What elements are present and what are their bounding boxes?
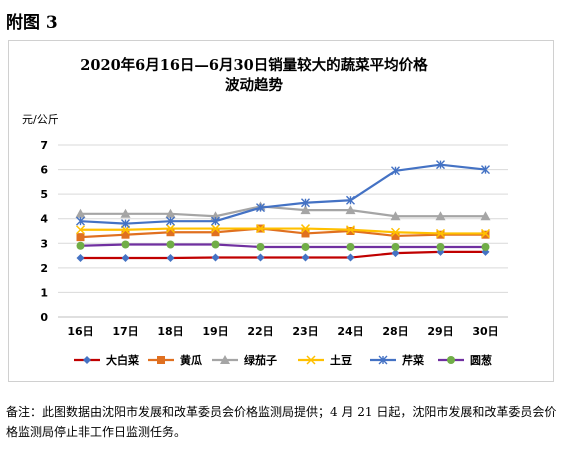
data-point-marker <box>166 216 175 226</box>
data-point-marker <box>210 224 221 234</box>
legend-label: 圆葱 <box>470 353 492 367</box>
chart-title-line: 2020年6月16日—6月30日销量较大的蔬菜平均价格 <box>80 56 428 74</box>
data-point-marker <box>76 254 85 263</box>
data-point-marker <box>378 355 388 365</box>
data-point-marker <box>256 242 265 251</box>
data-point-marker <box>166 228 175 237</box>
chart-title-line: 波动趋势 <box>225 76 283 94</box>
data-point-marker <box>166 254 175 263</box>
legend-label: 绿茄子 <box>244 353 277 367</box>
footnote: 备注：此图数据由沈阳市发展和改革委员会价格监测局提供；4 月 21 日起，沈阳市… <box>6 405 557 439</box>
series-line <box>80 227 486 239</box>
y-axis-unit: 元/公斤 <box>22 113 59 126</box>
data-point-marker <box>76 233 85 242</box>
y-tick-label: 0 <box>40 311 48 324</box>
legend-label: 大白菜 <box>106 353 140 367</box>
data-point-marker <box>256 253 265 262</box>
x-tick-label: 23日 <box>292 325 318 338</box>
data-point-marker <box>391 242 400 251</box>
y-tick-label: 2 <box>40 262 48 275</box>
chart-frame <box>8 40 554 382</box>
data-point-marker <box>165 208 176 218</box>
data-point-marker <box>301 242 310 251</box>
data-point-marker <box>256 203 265 213</box>
data-point-marker <box>301 229 310 238</box>
data-point-marker <box>211 253 220 262</box>
data-point-marker <box>300 224 311 234</box>
data-point-marker <box>211 228 220 237</box>
data-point-marker <box>300 205 311 215</box>
data-point-marker <box>346 253 355 262</box>
data-point-marker <box>447 356 455 364</box>
figure-label: 附图 3 <box>6 13 58 33</box>
y-tick-label: 5 <box>40 188 48 201</box>
y-tick-label: 7 <box>40 139 48 152</box>
data-point-marker <box>255 224 266 234</box>
data-point-marker <box>211 240 220 249</box>
series-line <box>80 250 486 260</box>
data-point-marker <box>436 160 445 170</box>
data-point-marker <box>301 253 310 262</box>
series-line <box>80 227 486 235</box>
data-point-marker <box>121 219 130 229</box>
data-point-marker <box>390 227 401 237</box>
data-point-marker <box>345 205 356 215</box>
data-point-marker <box>76 241 85 250</box>
data-point-marker <box>481 165 490 175</box>
data-point-marker <box>435 228 446 238</box>
legend-label: 芹菜 <box>402 353 425 367</box>
data-point-marker <box>211 216 220 226</box>
data-point-marker <box>83 356 91 364</box>
x-tick-label: 17日 <box>112 325 138 338</box>
data-point-marker <box>75 225 86 235</box>
data-point-marker <box>165 224 176 234</box>
data-point-marker <box>391 249 400 258</box>
data-point-marker <box>481 242 490 251</box>
data-point-marker <box>436 230 445 239</box>
data-point-marker <box>480 211 491 221</box>
y-tick-label: 6 <box>40 164 48 177</box>
data-point-marker <box>391 166 400 176</box>
x-tick-label: 18日 <box>157 325 183 338</box>
data-point-marker <box>436 242 445 251</box>
data-point-marker <box>480 228 491 238</box>
x-tick-label: 29日 <box>427 325 453 338</box>
data-point-marker <box>75 208 86 218</box>
data-point-marker <box>121 230 130 239</box>
data-point-marker <box>481 230 490 239</box>
y-tick-label: 1 <box>40 286 48 299</box>
data-point-marker <box>345 225 356 235</box>
data-point-marker <box>306 355 316 365</box>
series-line <box>80 163 486 225</box>
data-point-marker <box>220 355 230 364</box>
x-tick-label: 24日 <box>337 325 363 338</box>
series-line <box>80 205 486 218</box>
data-point-marker <box>120 208 131 218</box>
series-line <box>80 243 486 249</box>
x-tick-label: 19日 <box>202 325 228 338</box>
data-point-marker <box>121 240 130 249</box>
y-tick-label: 3 <box>40 237 48 250</box>
data-point-marker <box>390 211 401 221</box>
data-point-marker <box>301 198 310 208</box>
x-tick-label: 22日 <box>247 325 273 338</box>
x-tick-label: 28日 <box>382 325 408 338</box>
y-tick-label: 4 <box>40 213 48 226</box>
data-point-marker <box>157 356 165 364</box>
legend-label: 黄瓜 <box>180 353 202 367</box>
data-point-marker <box>435 211 446 221</box>
data-point-marker <box>121 254 130 263</box>
x-tick-label: 30日 <box>472 325 498 338</box>
legend-label: 土豆 <box>330 353 352 367</box>
data-point-marker <box>346 242 355 251</box>
data-point-marker <box>76 216 85 226</box>
data-point-marker <box>346 227 355 235</box>
data-point-marker <box>391 231 400 240</box>
data-point-marker <box>346 195 355 205</box>
data-point-marker <box>166 240 175 249</box>
x-tick-label: 16日 <box>67 325 93 338</box>
